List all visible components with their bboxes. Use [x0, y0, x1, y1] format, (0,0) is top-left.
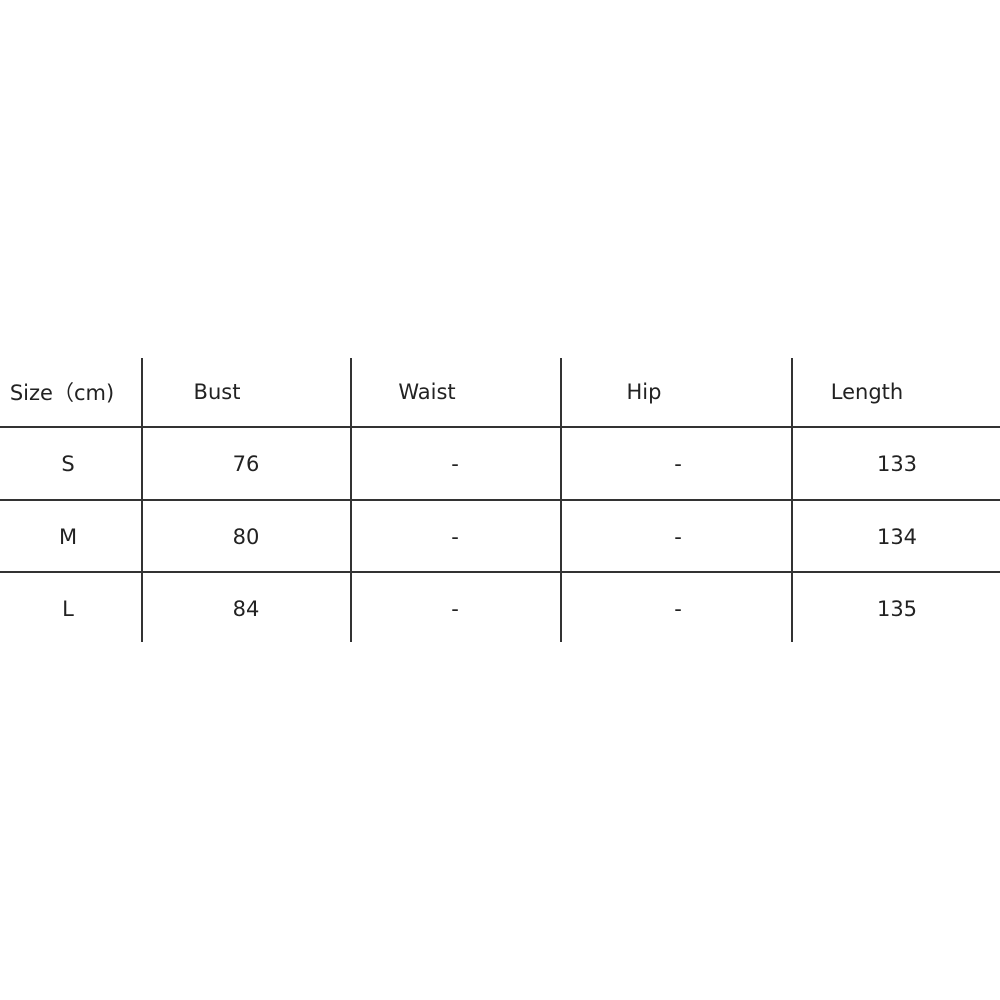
table-cell: 134 [876, 525, 918, 549]
row-divider [0, 426, 1000, 428]
column-divider [350, 358, 352, 642]
row-divider [0, 499, 1000, 501]
table-cell: 135 [876, 597, 918, 621]
table-cell: - [451, 452, 459, 476]
row-divider [0, 571, 1000, 573]
table-cell: 76 [232, 452, 260, 476]
column-header: Waist [398, 380, 456, 404]
table-cell: - [674, 597, 682, 621]
column-divider [791, 358, 793, 642]
table-cell: 133 [876, 452, 918, 476]
table-cell: 84 [232, 597, 260, 621]
table-cell: - [674, 525, 682, 549]
table-cell: - [674, 452, 682, 476]
column-divider [141, 358, 143, 642]
column-header: Size（cm) [9, 381, 115, 405]
table-cell: 80 [232, 525, 260, 549]
table-cell: S [61, 452, 75, 476]
table-cell: - [451, 597, 459, 621]
column-header: Hip [626, 380, 662, 404]
column-header: Bust [193, 380, 241, 404]
table-cell: L [62, 597, 74, 621]
table-cell: - [451, 525, 459, 549]
column-header: Length [830, 380, 904, 404]
table-cell: M [58, 525, 78, 549]
column-divider [560, 358, 562, 642]
